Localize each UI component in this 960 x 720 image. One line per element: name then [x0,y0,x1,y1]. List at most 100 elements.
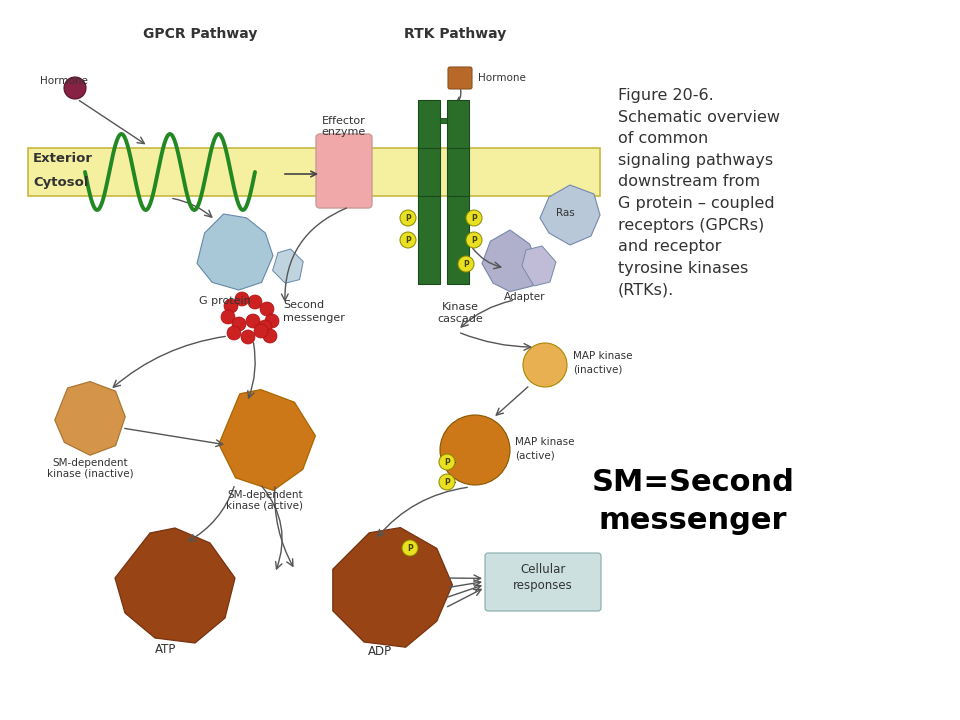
Polygon shape [273,249,303,283]
Circle shape [232,317,246,331]
FancyArrowPatch shape [496,387,528,415]
Polygon shape [197,214,273,290]
Bar [440,118,447,123]
Text: cascade: cascade [437,314,483,324]
Circle shape [258,320,272,334]
Circle shape [440,415,510,485]
FancyArrowPatch shape [378,487,468,536]
Text: ADP: ADP [368,645,392,658]
Text: MAP kinase: MAP kinase [515,437,574,447]
Text: P: P [405,214,411,223]
FancyArrowPatch shape [472,248,501,269]
FancyArrowPatch shape [125,428,223,446]
FancyArrowPatch shape [447,585,481,597]
Text: Figure 20-6.
Schematic overview
of common
signaling pathways
downstream from
G p: Figure 20-6. Schematic overview of commo… [618,88,780,297]
Text: messenger: messenger [283,313,345,323]
Text: P: P [407,544,413,553]
Polygon shape [522,246,556,286]
Circle shape [64,77,86,99]
Circle shape [458,256,474,272]
Text: P: P [405,236,411,245]
Text: Exterior: Exterior [33,152,93,165]
FancyArrowPatch shape [113,336,226,387]
FancyBboxPatch shape [485,553,601,611]
Text: P: P [471,214,477,223]
Polygon shape [115,528,235,643]
Bar [418,148,440,196]
Text: P: P [471,236,477,245]
FancyArrowPatch shape [275,487,293,566]
Text: Kinase: Kinase [442,302,478,312]
Circle shape [439,474,455,490]
FancyArrowPatch shape [80,101,144,143]
Text: Hormone: Hormone [478,73,526,83]
Text: Cellular: Cellular [520,563,565,576]
Circle shape [224,299,238,313]
Bar [418,196,440,284]
FancyArrowPatch shape [447,590,481,607]
Text: (inactive): (inactive) [573,364,622,374]
Circle shape [246,314,260,328]
Text: SM-dependent: SM-dependent [228,490,302,500]
Circle shape [400,210,416,226]
FancyArrowPatch shape [189,487,234,541]
Circle shape [400,232,416,248]
Circle shape [439,454,455,470]
Text: P: P [463,260,468,269]
Circle shape [466,210,482,226]
Text: Cytosol: Cytosol [33,176,88,189]
FancyArrowPatch shape [447,575,481,582]
Text: Ras: Ras [556,208,574,218]
Polygon shape [540,185,600,245]
Polygon shape [219,390,316,490]
Polygon shape [55,382,125,455]
FancyArrowPatch shape [456,90,463,104]
Bar [447,148,469,196]
FancyArrowPatch shape [461,333,531,350]
Circle shape [523,343,567,387]
Text: Second: Second [283,300,324,310]
Text: ATP: ATP [155,643,177,656]
Circle shape [263,329,277,343]
Text: Adapter: Adapter [504,292,545,302]
Text: enzyme: enzyme [322,127,366,137]
Text: G protein: G protein [199,296,251,306]
Circle shape [235,292,249,306]
FancyBboxPatch shape [316,134,372,208]
Text: responses: responses [514,579,573,592]
Circle shape [221,310,235,324]
Text: Effector: Effector [323,116,366,126]
Text: GPCR Pathway: GPCR Pathway [143,27,257,41]
FancyArrowPatch shape [262,486,282,569]
FancyArrowPatch shape [173,199,212,217]
Text: Hormone: Hormone [40,76,88,86]
Text: P: P [444,458,450,467]
Circle shape [402,540,418,556]
Circle shape [227,326,241,340]
Circle shape [248,295,262,309]
Circle shape [265,314,279,328]
Bar [28,148,600,196]
Bar [447,100,469,150]
Text: (active): (active) [515,450,555,460]
FancyArrowPatch shape [281,208,347,301]
FancyArrowPatch shape [461,300,513,327]
Text: kinase (active): kinase (active) [227,501,303,511]
Text: kinase (inactive): kinase (inactive) [47,469,133,479]
Text: RTK Pathway: RTK Pathway [404,27,506,41]
FancyBboxPatch shape [448,67,472,89]
Bar [447,196,469,284]
Polygon shape [482,230,538,292]
Text: SM-dependent: SM-dependent [52,458,128,468]
Text: P: P [444,478,450,487]
Circle shape [260,302,274,316]
Circle shape [241,330,255,344]
Bar [418,100,440,150]
Circle shape [254,324,268,338]
FancyArrowPatch shape [248,343,255,398]
Text: MAP kinase: MAP kinase [573,351,633,361]
Circle shape [466,232,482,248]
FancyArrowPatch shape [447,580,481,588]
Text: SM=Second
messenger: SM=Second messenger [591,468,795,535]
Polygon shape [333,528,452,647]
